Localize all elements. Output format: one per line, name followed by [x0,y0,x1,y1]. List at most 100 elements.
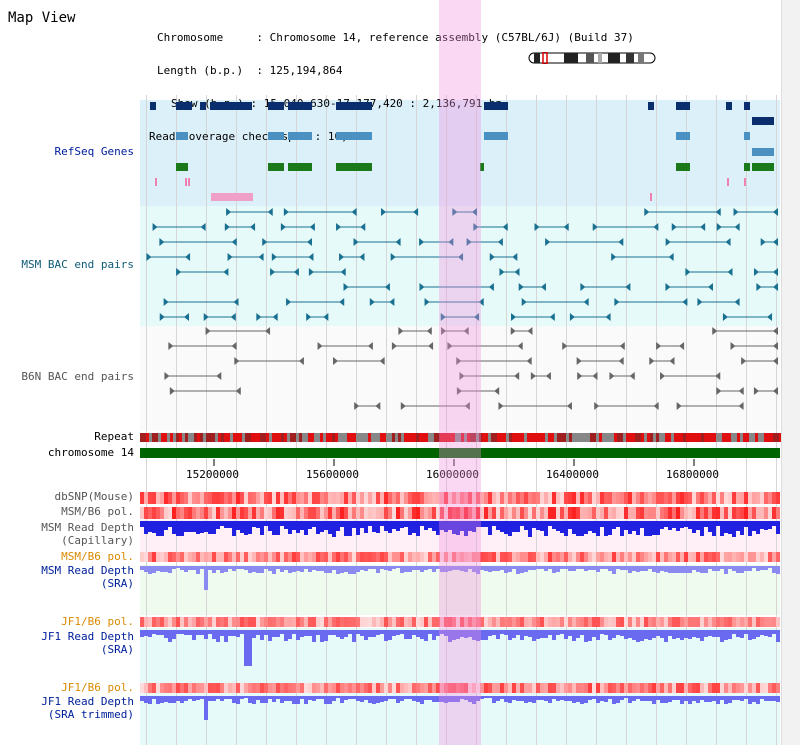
depth-bin [620,696,624,700]
heat-bin [524,492,528,504]
repeat-block [410,433,413,442]
heat-bin [492,507,496,519]
depth-bin [412,630,416,635]
vertical-scrollbar[interactable] [781,0,800,745]
heat-bin [236,683,240,693]
depth-bin [616,696,620,703]
msm-bac-pair-end [293,268,299,276]
sra-bg [140,565,780,615]
depth-bin [400,630,404,634]
repeat-block [446,433,449,442]
depth-bin [728,630,732,639]
depth-bin [636,566,640,572]
heat-bin [436,617,440,627]
heat-bin [356,683,360,693]
heat-bin [224,507,228,519]
heat-bin [164,492,168,504]
depth-bin [760,521,764,529]
heat-bin [648,683,652,693]
depth-bin [748,630,752,640]
heat-bin [604,492,608,504]
repeat-block [602,433,605,442]
b6n-bac-pair-end [168,342,174,350]
depth-bin [716,521,720,526]
repeat-block [503,433,506,442]
depth-bin [472,630,476,640]
depth-bin [684,696,688,701]
msm-bac-pair-end [343,283,349,291]
repeat-block [545,433,548,442]
heat-bin [744,492,748,504]
heat-bin [712,492,716,504]
msm-bac-pair-end [146,253,152,261]
heat-bin [676,507,680,519]
heat-bin [724,492,728,504]
msm-bac-pair-end [653,223,659,231]
heat-bin [644,683,648,693]
heat-bin [632,492,636,504]
heat-bin [536,507,540,519]
chromosome-ideogram[interactable] [528,52,656,64]
depth-bin [228,630,232,636]
depth-bin [700,630,704,641]
heat-bin [256,507,260,519]
heat-bin [456,507,460,519]
depth-bin [380,630,384,634]
depth-bin [424,521,428,530]
heat-bin [440,683,444,693]
repeat-block [677,433,680,442]
heat-bin [328,683,332,693]
gene-exon [268,163,284,171]
depth-bin [464,521,468,536]
msm-bac-pair-end [227,253,233,261]
heat-bin [140,552,144,562]
repeat-block [338,433,341,442]
heat-bin [652,507,656,519]
depth-bin [508,566,512,572]
heat-bin [544,552,548,562]
heat-bin [732,507,736,519]
depth-bin [428,630,432,634]
depth-bin [384,630,388,641]
depth-bin [700,696,704,700]
depth-bin [732,566,736,571]
msm-bac-pair-end [271,253,277,261]
repeat-block [272,433,275,442]
heat-bin [616,683,620,693]
heat-bin [588,683,592,693]
repeat-block [533,433,536,442]
repeat-block [305,433,308,442]
b6n-bac-pair-end [441,327,447,335]
depth-bin [632,630,636,640]
depth-bin [332,566,336,570]
heat-bin [580,492,584,504]
heat-bin [584,492,588,504]
depth-bin [720,630,724,642]
repeat-block [671,433,674,442]
heat-bin [744,683,748,693]
depth-bin [544,521,548,536]
depth-bin [160,566,164,572]
heat-bin [592,507,596,519]
depth-bin [344,521,348,536]
depth-bin [648,521,652,536]
heat-bin [656,683,660,693]
depth-bin [696,696,700,703]
heat-bin [432,617,436,627]
heat-bin [412,617,416,627]
depth-bin [216,521,220,529]
selected-region-highlight[interactable] [439,0,481,745]
heat-bin [400,617,404,627]
depth-bin [464,630,468,638]
repeat-block [737,433,740,442]
depth-bin [624,696,628,698]
heat-bin [220,617,224,627]
depth-bin [520,696,524,701]
depth-bin [452,521,456,534]
heat-bin [248,683,252,693]
heat-bin [660,552,664,562]
jf1-b6-pol-label-2: JF1/B6 pol. [61,681,134,694]
repeat-block [674,433,677,442]
repeat-block [158,433,161,442]
